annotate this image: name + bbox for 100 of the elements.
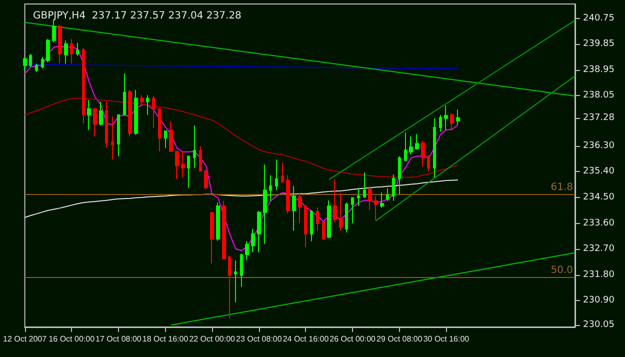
candlestick: [87, 100, 91, 130]
candlestick: [421, 140, 425, 168]
candlestick: [257, 210, 261, 253]
text: GBPJPY,H4 237.17 237.57 237.04 237.28: [33, 10, 242, 22]
candlestick: [281, 162, 284, 184]
candlestick: [234, 260, 237, 303]
candlestick: [327, 200, 331, 239]
candlestick: [316, 206, 319, 232]
candlestick: [275, 159, 278, 191]
candlestick: [111, 116, 114, 160]
candlestick: [204, 169, 208, 190]
candlestick: [386, 188, 389, 202]
x-tick-label: 30 Oct 16:00: [423, 334, 470, 344]
candlestick: [70, 38, 73, 64]
y-tick-label: 232.70: [583, 244, 615, 254]
y-tick-label: 235.40: [583, 166, 615, 177]
candlestick: [76, 42, 79, 56]
line-series: [24, 98, 458, 178]
y-tick-label: 237.28: [583, 112, 615, 123]
annotation: 50.0: [550, 265, 573, 276]
y-tick-label: 233.60: [583, 218, 615, 228]
candlestick: [228, 255, 231, 319]
x-tick-label: 17 Oct 08:00: [96, 334, 142, 344]
candlestick: [193, 125, 196, 168]
candlestick: [345, 202, 348, 233]
candlestick: [134, 89, 138, 136]
candlestick: [181, 150, 185, 178]
candlestick: [105, 101, 108, 148]
candlestick: [351, 196, 354, 224]
candlestick: [333, 178, 337, 223]
candlestick: [450, 112, 454, 132]
y-tick-label: 238.95: [583, 64, 614, 75]
candlestick: [123, 73, 126, 116]
candlestick: [398, 156, 401, 195]
y-tick-label: 231.80: [583, 270, 615, 280]
candlestick: [304, 206, 307, 248]
candlestick: [251, 228, 255, 253]
x-tick-label: 22 Oct 00:00: [189, 334, 236, 344]
y-tick-label: 239.85: [583, 39, 614, 50]
candlestick: [93, 108, 97, 137]
candlestick: [117, 114, 120, 157]
candlestick: [82, 48, 85, 124]
candlestick: [292, 185, 296, 232]
x-tick-label: 26 Oct 00:00: [330, 334, 376, 344]
candlestick: [216, 202, 220, 242]
candlestick: [23, 56, 27, 70]
candlestick: [41, 56, 44, 69]
candlestick: [456, 108, 460, 126]
candlestick: [415, 134, 419, 150]
candlestick: [29, 53, 32, 68]
candlestick: [439, 114, 442, 132]
candlestick: [175, 150, 179, 180]
y-tick-label: 240.75: [583, 13, 614, 24]
candlestick: [269, 174, 272, 202]
candlestick: [210, 212, 214, 264]
y-tick-label: 236.30: [583, 140, 615, 151]
candlestick: [363, 172, 366, 198]
candlestick: [187, 156, 190, 188]
x-tick-label: 12 Oct 2007: [2, 334, 48, 344]
x-tick-label: 24 Oct 16:00: [282, 334, 330, 344]
candlestick: [146, 94, 149, 116]
candlestick: [433, 118, 436, 178]
candlestick: [35, 63, 38, 72]
candlestick: [152, 95, 155, 129]
candlestick: [222, 200, 226, 260]
y-tick-label: 230.90: [583, 296, 615, 306]
candlestick: [409, 136, 413, 155]
candlestick: [357, 188, 360, 207]
line-series: [24, 179, 458, 218]
candlestick: [199, 146, 202, 172]
candlestick: [339, 192, 343, 232]
candlestick: [368, 185, 372, 211]
x-tick-label: 29 Oct 08:00: [376, 334, 423, 344]
candlestick: [46, 38, 50, 63]
candlestick: [58, 24, 62, 64]
candlestick: [374, 196, 378, 222]
candlestick: [245, 240, 249, 260]
candlestick: [298, 192, 302, 224]
candlestick: [158, 108, 161, 152]
candlestick: [263, 164, 267, 244]
y-tick-label: 238.05: [583, 90, 614, 101]
candlestick: [322, 220, 325, 240]
line-series: [24, 46, 458, 251]
candlestick: [404, 132, 407, 162]
candlestick: [444, 104, 448, 130]
y-tick-label: 234.50: [583, 192, 615, 202]
x-tick-label: 23 Oct 08:00: [236, 334, 282, 344]
annotation: 61.8: [550, 182, 573, 193]
candlestick: [164, 130, 167, 148]
candlestick: [427, 154, 430, 172]
candlestick: [286, 174, 290, 214]
candlestick: [99, 101, 103, 126]
candlestick: [128, 89, 132, 137]
candlestick: [392, 174, 395, 202]
x-tick-label: 18 Oct 16:00: [142, 334, 189, 344]
candlestick: [380, 192, 384, 208]
candlestick: [140, 94, 144, 105]
y-tick-label: 230.05: [583, 320, 614, 330]
x-tick-label: 16 Oct 00:00: [48, 334, 96, 344]
candlestick: [310, 210, 313, 242]
